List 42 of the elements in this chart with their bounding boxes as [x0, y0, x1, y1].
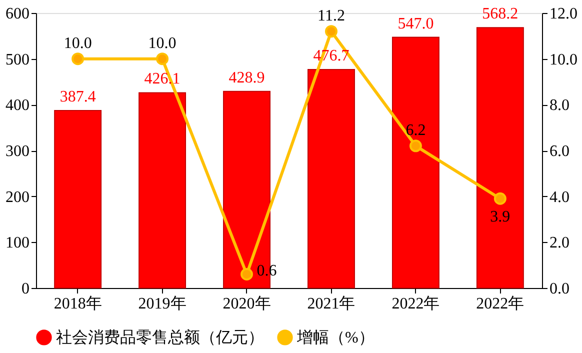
x-tick-label: 2022年 — [476, 296, 524, 312]
y2-tick-label: 4.0 — [550, 188, 570, 206]
y-tick-label: 500 — [6, 51, 30, 68]
data-label: 428.9 — [228, 69, 265, 86]
legend-label: 增幅（%） — [296, 329, 374, 346]
y2-tick-label: 0.0 — [550, 280, 570, 298]
point — [72, 52, 84, 66]
point — [156, 52, 169, 66]
data-label: 10.0 — [64, 34, 92, 52]
y2-tick-label: 12.0 — [550, 6, 578, 22]
bar — [308, 69, 355, 288]
data-label: 10.0 — [148, 34, 176, 52]
bar — [138, 92, 186, 288]
legend-label: 社会消费品零售总额（亿元） — [56, 328, 264, 346]
data-label: 3.9 — [490, 208, 510, 226]
y-tick-label: 400 — [6, 97, 30, 114]
bar — [476, 27, 524, 288]
data-label: 547.0 — [398, 15, 434, 32]
point — [324, 25, 338, 38]
bar — [54, 110, 102, 288]
y2-tick-label: 8.0 — [550, 97, 570, 114]
y2-tick-label: 10.0 — [550, 51, 578, 68]
bar — [392, 36, 440, 288]
point — [240, 268, 254, 280]
data-label: 11.2 — [318, 7, 345, 24]
x-tick-label: 2021年 — [307, 296, 356, 312]
data-label: 6.2 — [406, 122, 426, 139]
y-tick-label: 600 — [6, 6, 30, 22]
data-label: 568.2 — [482, 6, 518, 23]
x-tick-label: 2018年 — [54, 296, 102, 312]
y2-tick-label: 6.0 — [550, 143, 570, 160]
x-tick-label: 2019年 — [138, 296, 186, 312]
data-label: 387.4 — [60, 88, 96, 106]
y-tick-label: 300 — [6, 143, 30, 160]
y-tick-label: 200 — [6, 188, 30, 206]
point — [494, 192, 506, 205]
x-tick-label: 2020年 — [222, 296, 271, 312]
x-tick-label: 2022年 — [392, 296, 440, 312]
point — [409, 140, 422, 152]
y2-tick-label: 2.0 — [550, 234, 570, 252]
y-tick-label: 100 — [6, 234, 30, 252]
y-tick-label: 0 — [22, 280, 30, 298]
